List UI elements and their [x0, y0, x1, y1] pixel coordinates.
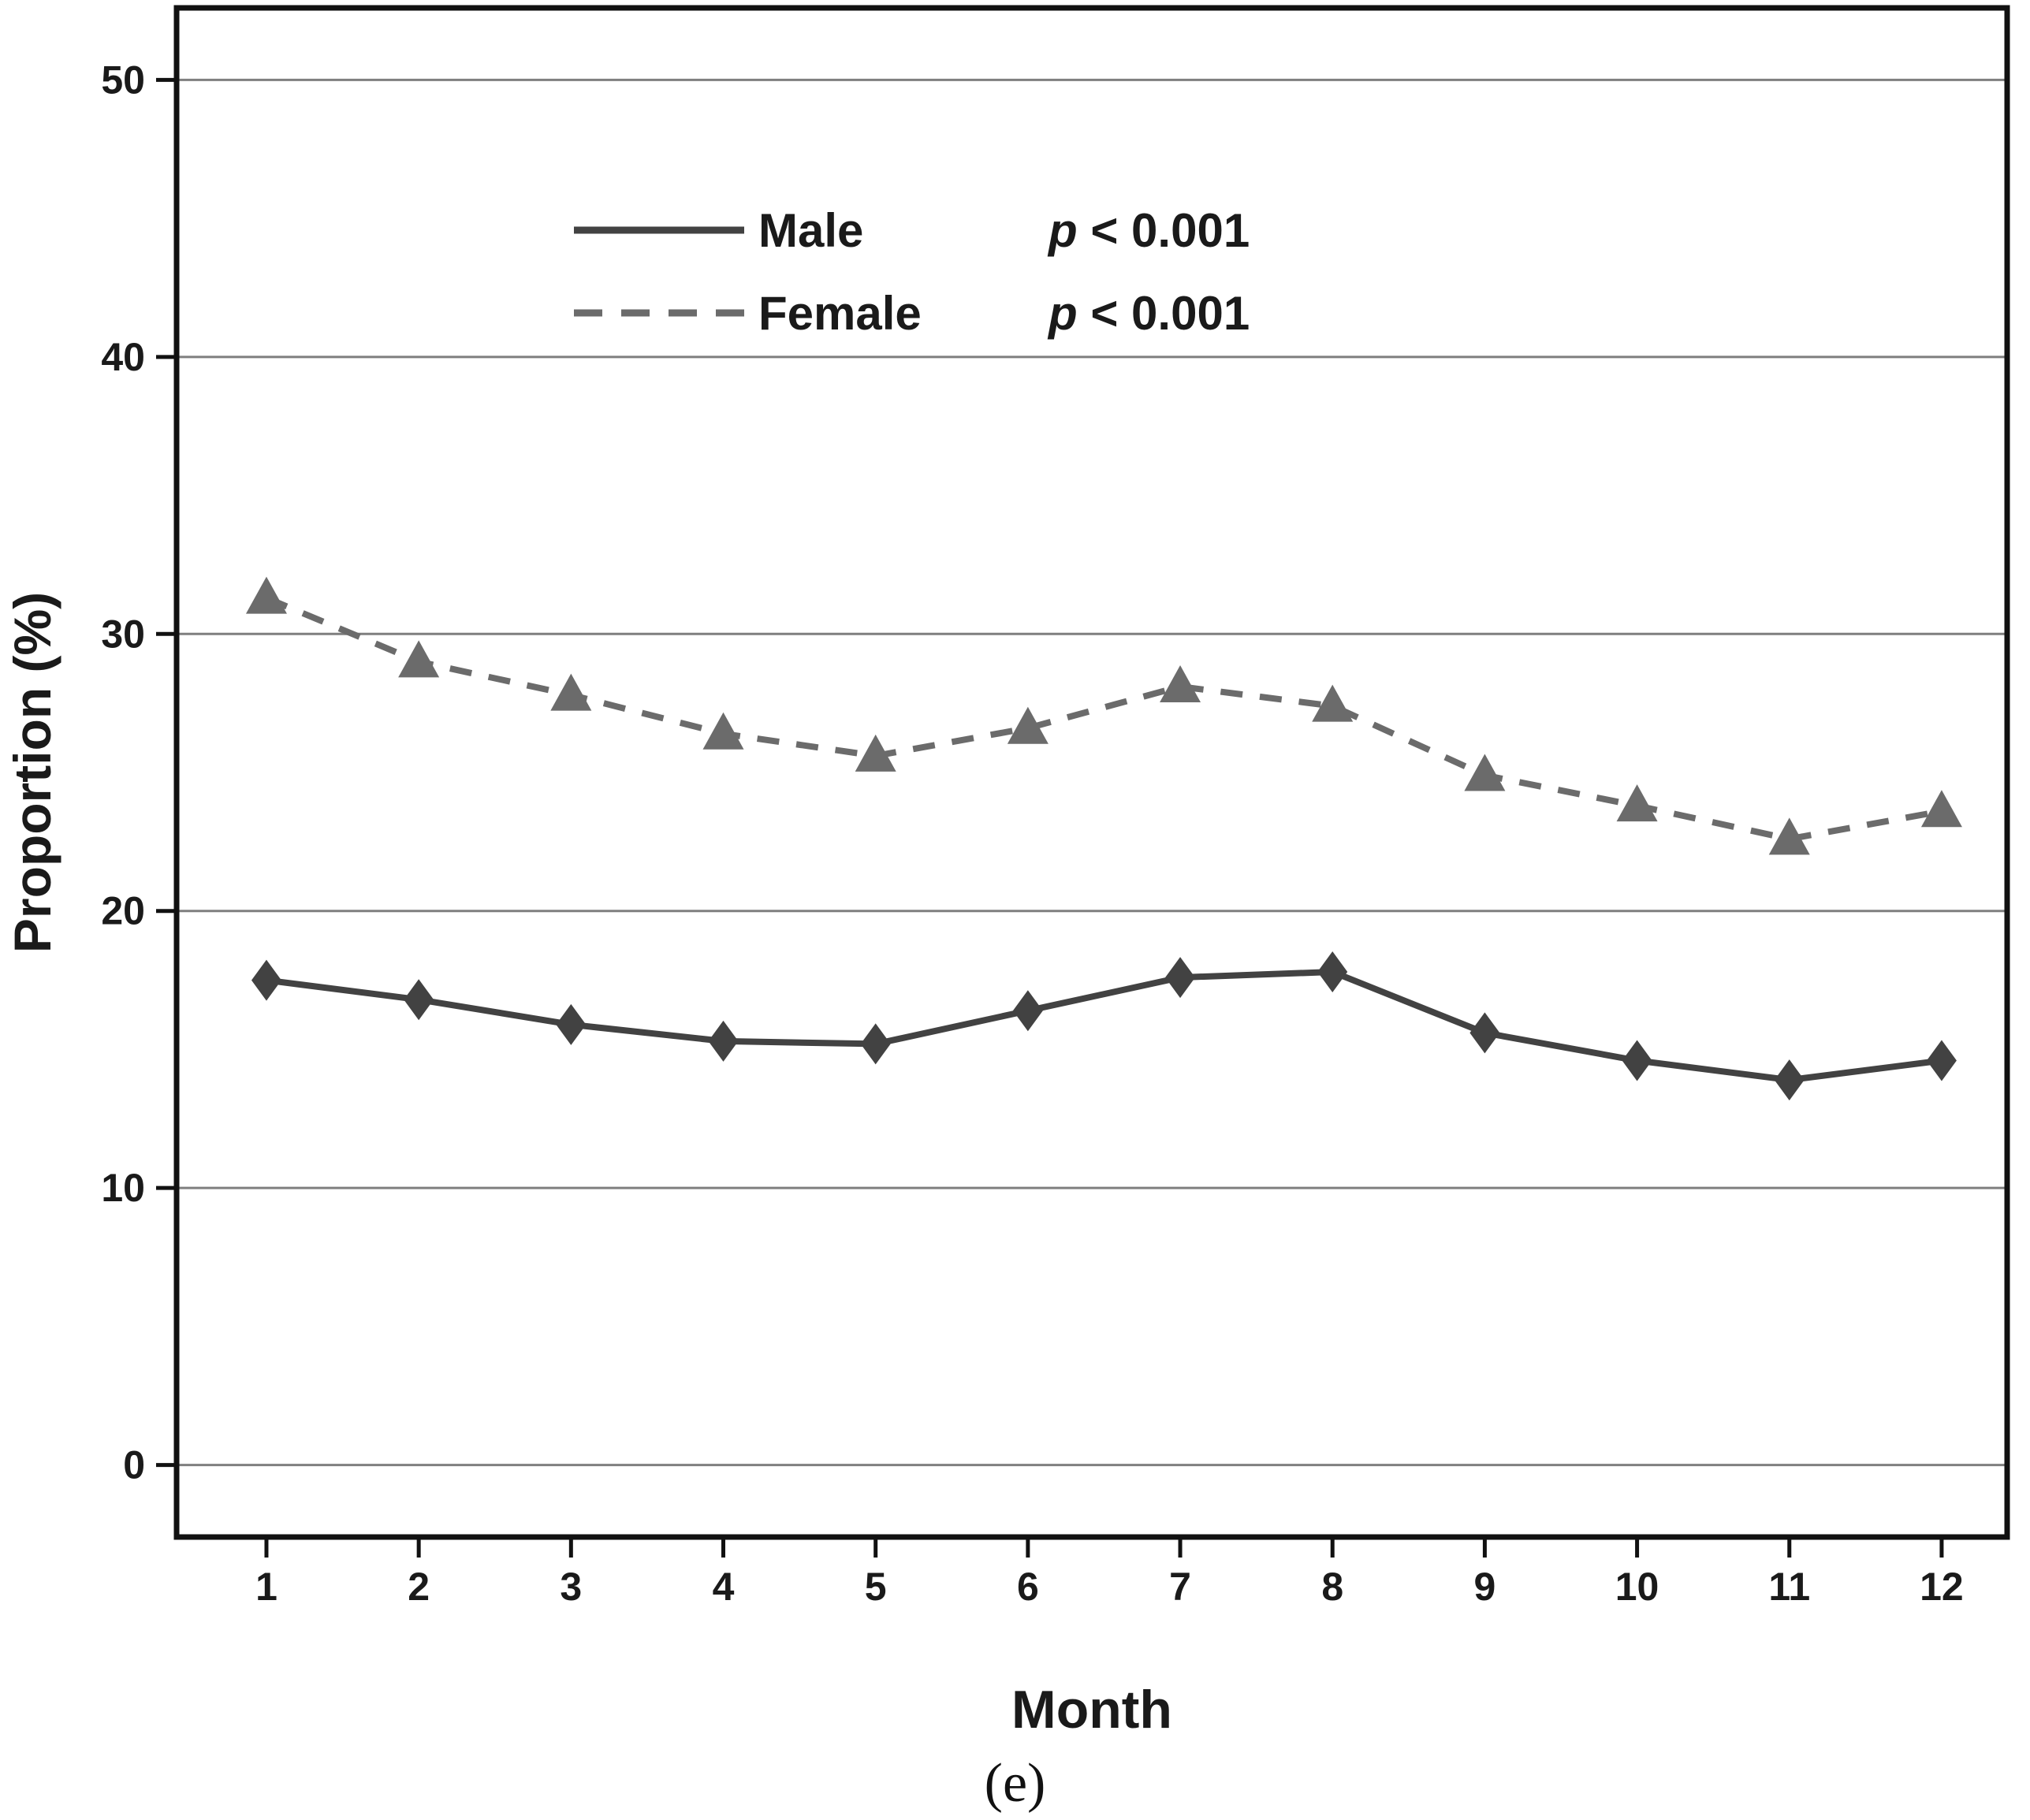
diamond-marker: [860, 1023, 891, 1065]
x-tick-label: 5: [865, 1565, 887, 1609]
x-tick-label: 3: [560, 1565, 582, 1609]
p-value-male: p < 0.001: [1047, 204, 1250, 257]
diamond-marker: [556, 1003, 587, 1045]
diamond-marker: [1926, 1040, 1957, 1081]
series-male: [251, 951, 1957, 1101]
x-tick-label: 12: [1920, 1565, 1964, 1609]
x-tick-label: 11: [1768, 1565, 1810, 1609]
y-tick-label: 0: [123, 1443, 145, 1487]
diamond-marker: [1165, 957, 1196, 999]
y-axis-title: Proportion (%): [3, 592, 61, 953]
diamond-marker: [1012, 990, 1043, 1032]
x-tick-label: 7: [1169, 1565, 1191, 1609]
y-tick-label: 50: [101, 58, 145, 102]
triangle-marker: [1007, 706, 1049, 744]
diamond-marker: [1774, 1059, 1805, 1101]
legend: Male p < 0.001 Female p < 0.001: [574, 204, 1250, 340]
triangle-marker: [855, 734, 896, 772]
x-tick-label: 2: [408, 1565, 430, 1609]
y-gridlines: [177, 78, 2007, 1467]
triangle-marker: [702, 712, 744, 750]
diamond-marker: [1317, 951, 1348, 993]
y-tick-label: 30: [101, 612, 145, 656]
x-tick-label: 1: [255, 1565, 277, 1609]
y-axis: 0 10 20 30 40 50: [101, 58, 177, 1487]
plot-border: [173, 5, 2010, 1540]
legend-female-label: Female: [758, 287, 922, 340]
y-tick-label: 40: [101, 335, 145, 379]
diamond-marker: [1622, 1040, 1652, 1081]
triangle-marker: [1312, 684, 1354, 722]
triangle-marker: [245, 576, 287, 614]
diamond-marker: [1469, 1012, 1500, 1054]
triangle-marker: [1616, 784, 1658, 822]
triangle-marker: [1768, 817, 1810, 855]
x-tick-label: 9: [1473, 1565, 1495, 1609]
y-tick-label: 20: [101, 889, 145, 933]
triangle-marker: [398, 640, 440, 678]
x-axis: 1 2 3 4 5 6 7 8 9 10 11 12: [255, 1537, 1964, 1609]
triangle-marker: [1160, 665, 1201, 703]
male-line: [266, 969, 1942, 1084]
y-tick-label: 10: [101, 1166, 145, 1210]
x-axis-title: Month: [1011, 1680, 1172, 1740]
x-tick-label: 6: [1017, 1565, 1039, 1609]
legend-male-label: Male: [758, 204, 863, 257]
triangle-marker: [1920, 790, 1962, 828]
x-tick-label: 4: [713, 1565, 735, 1609]
series-female: [245, 576, 1962, 855]
diamond-marker: [251, 959, 281, 1001]
x-tick-label: 8: [1321, 1565, 1343, 1609]
x-tick-label: 10: [1615, 1565, 1659, 1609]
diamond-marker: [404, 979, 434, 1021]
female-line: [265, 594, 1942, 843]
p-value-female: p < 0.001: [1047, 287, 1250, 340]
triangle-marker: [550, 673, 592, 711]
figure-caption: (e): [984, 1753, 1046, 1814]
triangle-marker: [1464, 754, 1506, 791]
diamond-marker: [708, 1020, 739, 1062]
